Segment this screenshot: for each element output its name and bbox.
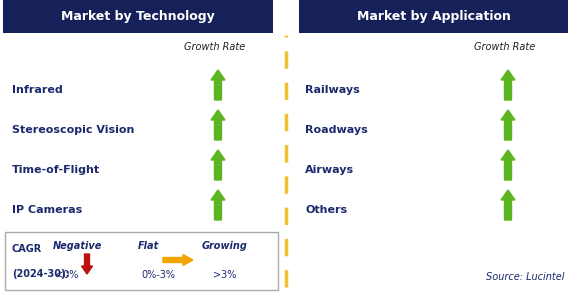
Text: Market by Application: Market by Application xyxy=(356,10,510,23)
FancyArrow shape xyxy=(211,150,225,180)
Text: Others: Others xyxy=(305,205,347,215)
Text: Negative: Negative xyxy=(53,241,102,251)
Text: Growth Rate: Growth Rate xyxy=(475,42,536,52)
Text: Source: Lucintel: Source: Lucintel xyxy=(486,272,565,282)
Text: CAGR: CAGR xyxy=(12,244,42,254)
Bar xyxy=(5,232,278,290)
Bar xyxy=(3,0,273,33)
FancyArrow shape xyxy=(163,255,193,266)
Text: Flat: Flat xyxy=(138,241,159,251)
Text: Market by Technology: Market by Technology xyxy=(61,10,215,23)
Text: 0%-3%: 0%-3% xyxy=(141,270,175,280)
Text: Time-of-Flight: Time-of-Flight xyxy=(12,165,100,175)
Text: Growth Rate: Growth Rate xyxy=(184,42,246,52)
Text: >3%: >3% xyxy=(214,270,237,280)
FancyArrow shape xyxy=(82,254,93,274)
FancyArrow shape xyxy=(501,190,515,220)
FancyArrow shape xyxy=(211,110,225,140)
Text: IP Cameras: IP Cameras xyxy=(12,205,82,215)
Text: Growing: Growing xyxy=(202,241,248,251)
Text: Airways: Airways xyxy=(305,165,354,175)
Text: Infrared: Infrared xyxy=(12,85,63,95)
Text: (2024-30):: (2024-30): xyxy=(12,269,70,279)
FancyArrow shape xyxy=(501,110,515,140)
FancyArrow shape xyxy=(501,150,515,180)
Text: Stereoscopic Vision: Stereoscopic Vision xyxy=(12,125,134,135)
FancyArrow shape xyxy=(211,190,225,220)
Text: Railways: Railways xyxy=(305,85,360,95)
Text: <0%: <0% xyxy=(55,270,79,280)
Text: Roadways: Roadways xyxy=(305,125,368,135)
Bar xyxy=(299,0,568,33)
FancyArrow shape xyxy=(501,70,515,100)
FancyArrow shape xyxy=(244,244,256,267)
FancyArrow shape xyxy=(211,70,225,100)
